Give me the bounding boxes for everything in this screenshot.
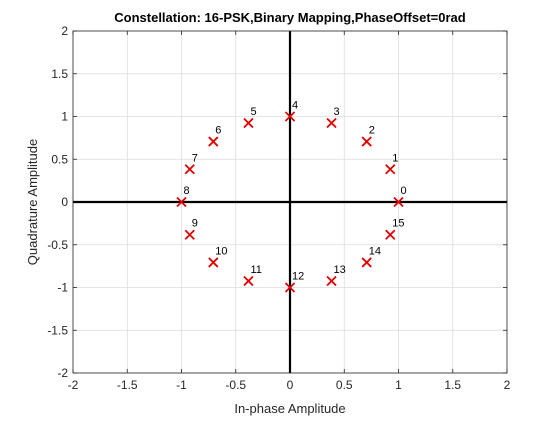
constellation-point-label: 5 bbox=[250, 106, 256, 118]
constellation-point-marker bbox=[243, 117, 254, 129]
x-tick-label: 1.5 bbox=[444, 378, 461, 392]
constellation-point-label: 2 bbox=[369, 125, 375, 137]
x-tick-labels: -2 -1.5 -1 -0.5 0 0.5 1 1.5 2 bbox=[68, 378, 511, 392]
constellation-point-label: 4 bbox=[292, 100, 298, 112]
y-tick-labels: -2 -1.5 -1 -0.5 0 0.5 1 1.5 2 bbox=[47, 24, 68, 380]
constellation-point-marker bbox=[326, 275, 337, 287]
x-tick-label: -2 bbox=[68, 378, 79, 392]
y-tick-label: 0.5 bbox=[51, 152, 68, 166]
constellation-point-label: 10 bbox=[215, 245, 227, 257]
constellation-point-label: 6 bbox=[215, 125, 221, 137]
constellation-point-marker bbox=[326, 117, 337, 129]
constellation-point-marker bbox=[184, 229, 195, 240]
y-tick-label: -1.5 bbox=[47, 323, 68, 337]
constellation-point-label: 3 bbox=[334, 106, 340, 118]
y-tick-label: 1.5 bbox=[51, 67, 68, 81]
constellation-point-marker bbox=[385, 164, 396, 175]
x-tick-label: 2 bbox=[504, 378, 511, 392]
constellation-point-marker bbox=[284, 282, 296, 293]
plot-frame bbox=[72, 30, 508, 374]
constellation-point-marker bbox=[361, 136, 372, 147]
y-tick-label: 2 bbox=[61, 24, 68, 38]
x-axis-label: In-phase Amplitude bbox=[234, 401, 345, 416]
constellation-point-label: 12 bbox=[292, 271, 304, 283]
markers bbox=[176, 111, 404, 293]
constellation-point-label: 15 bbox=[392, 218, 404, 230]
x-tick-label: 0.5 bbox=[336, 378, 353, 392]
chart-title: Constellation: 16-PSK,Binary Mapping,Pha… bbox=[114, 10, 465, 25]
constellation-point-label: 9 bbox=[192, 218, 198, 230]
y-axis-label: Quadrature Amplitude bbox=[25, 139, 40, 265]
x-tick-label: 0 bbox=[287, 378, 294, 392]
constellation-point-label: 11 bbox=[250, 264, 261, 276]
constellation-point-label: 13 bbox=[334, 264, 346, 276]
x-tick-label: -0.5 bbox=[225, 378, 246, 392]
x-tick-label: -1.5 bbox=[117, 378, 138, 392]
constellation-point-marker bbox=[176, 196, 187, 208]
y-tick-label: -1 bbox=[57, 281, 68, 295]
constellation-point-marker bbox=[385, 229, 396, 240]
constellation-point-marker bbox=[208, 257, 219, 268]
constellation-point-marker bbox=[243, 275, 254, 287]
constellation-point-label: 0 bbox=[401, 185, 407, 197]
y-tick-label: -2 bbox=[57, 366, 68, 380]
constellation-point-marker bbox=[361, 257, 372, 268]
constellation-point-marker bbox=[184, 164, 195, 175]
y-tick-label: 0 bbox=[61, 195, 68, 209]
constellation-point-marker bbox=[208, 136, 219, 147]
y-tick-label: -0.5 bbox=[47, 238, 68, 252]
constellation-point-label: 8 bbox=[184, 185, 190, 197]
constellation-point-label: 14 bbox=[369, 245, 381, 257]
constellation-point-marker bbox=[284, 111, 296, 122]
y-tick-label: 1 bbox=[61, 110, 68, 124]
x-tick-label: -1 bbox=[176, 378, 187, 392]
constellation-point-label: 7 bbox=[192, 152, 198, 164]
constellation-point-marker bbox=[393, 196, 404, 208]
x-tick-label: 1 bbox=[395, 378, 402, 392]
constellation-point-label: 1 bbox=[392, 152, 398, 164]
center-axes bbox=[73, 31, 507, 373]
